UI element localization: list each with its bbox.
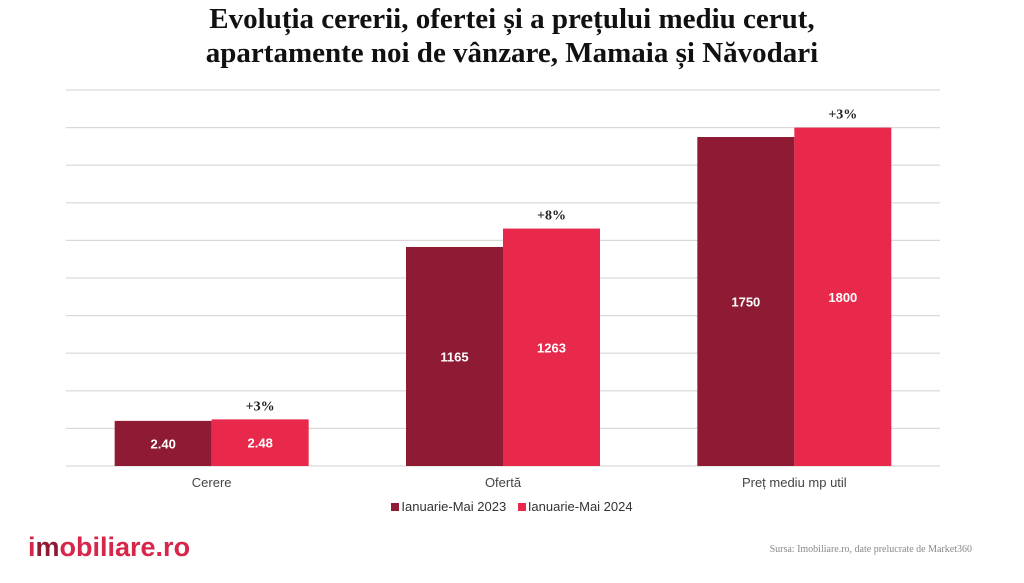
title-line-2: apartamente noi de vânzare, Mamaia și Nă… — [205, 37, 819, 69]
bar-2023 — [114, 420, 212, 466]
change-annotation: +3% — [246, 399, 275, 414]
bar-2023 — [697, 137, 795, 466]
data-label: 1165 — [440, 349, 468, 364]
category-label: Cerere — [192, 475, 232, 490]
bar-2024 — [211, 419, 309, 466]
data-label: 1263 — [537, 340, 566, 355]
legend-swatch — [517, 503, 526, 511]
legend-item-2024: Ianuarie-Mai 2024 — [517, 499, 633, 514]
change-annotation: +8% — [537, 209, 566, 224]
category-label: Preț mediu mp util — [742, 475, 847, 490]
data-label: 2.40 — [151, 436, 176, 451]
change-annotation: +3% — [828, 108, 857, 123]
chart-title: Evoluția cererii, ofertei și a prețului … — [0, 2, 1024, 70]
category-label: Ofertă — [485, 475, 522, 490]
legend: Ianuarie-Mai 2023 Ianuarie-Mai 2024 — [0, 499, 1024, 514]
data-label: 1800 — [828, 290, 857, 305]
data-label: 2.48 — [248, 436, 273, 451]
bar-2023 — [406, 246, 503, 466]
data-label: 1750 — [731, 295, 760, 310]
bar-2024 — [794, 127, 892, 466]
bar-2024 — [503, 228, 600, 466]
legend-swatch — [391, 503, 400, 511]
source-note: Sursa: Imobiliare.ro, date prelucrate de… — [769, 544, 972, 555]
title-line-1: Evoluția cererii, ofertei și a prețului … — [209, 3, 815, 35]
legend-label: Ianuarie-Mai 2024 — [527, 499, 633, 514]
imobiliare-logo: imobiliare.ro — [28, 532, 191, 562]
legend-label: Ianuarie-Mai 2023 — [401, 499, 507, 514]
legend-item-2023: Ianuarie-Mai 2023 — [391, 499, 506, 514]
